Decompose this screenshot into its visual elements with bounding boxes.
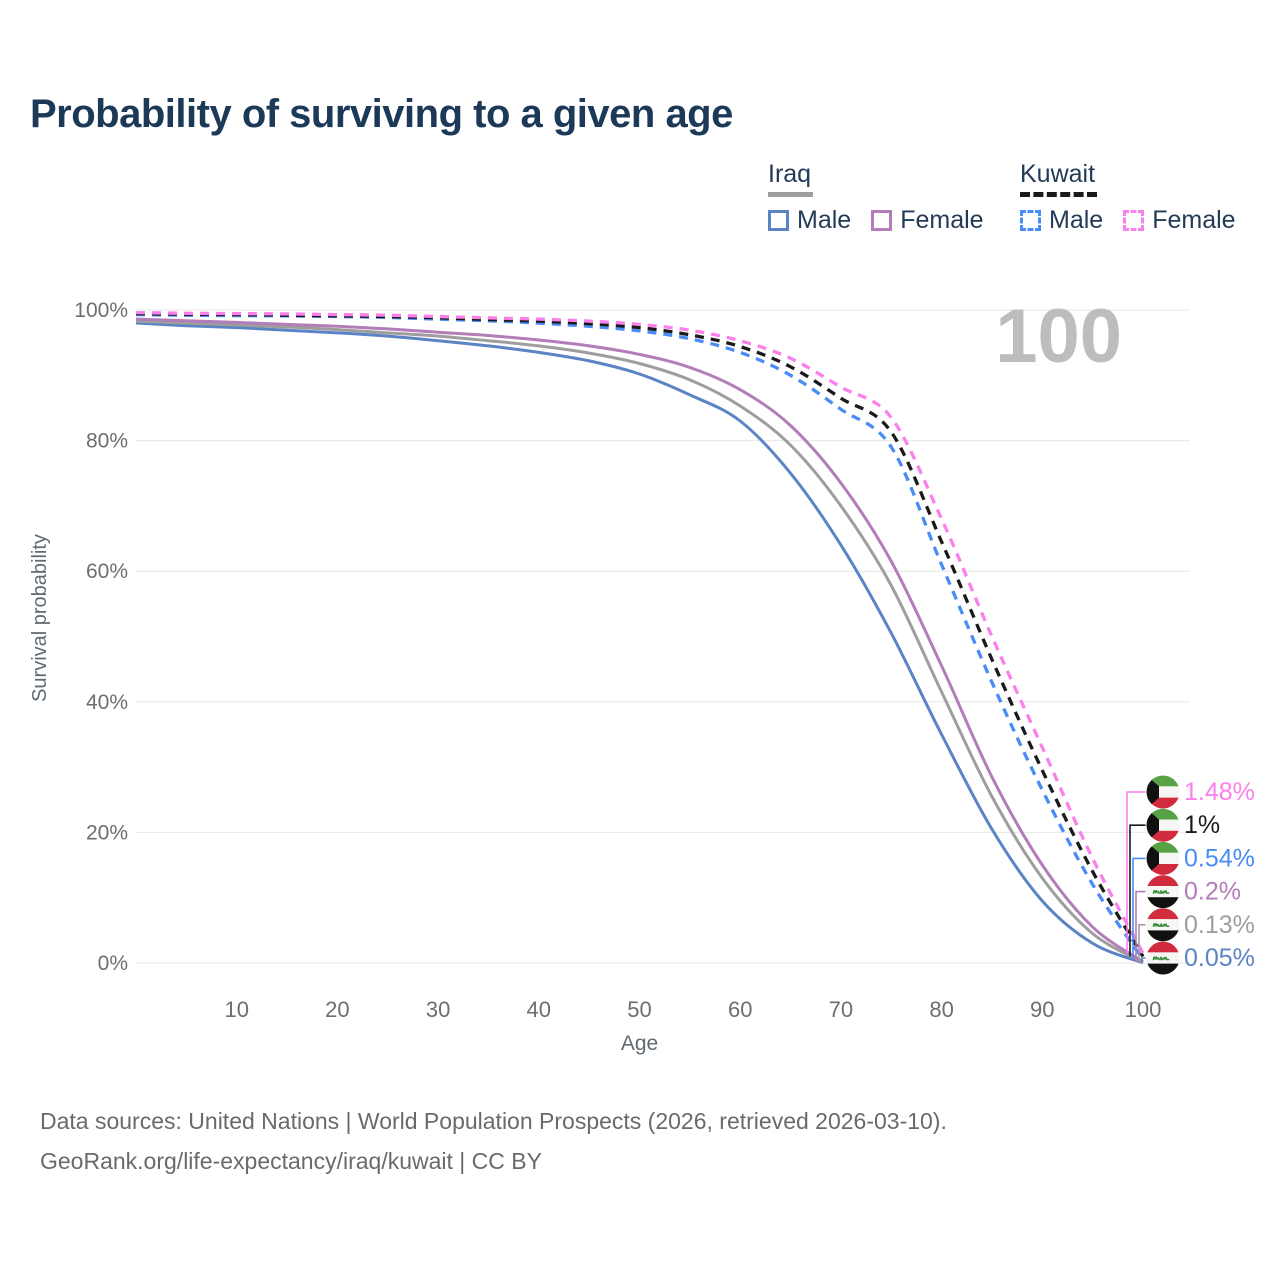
legend-item-label: Male [1049,206,1104,234]
legend-item-label: Female [900,206,984,234]
x-tick-label: 80 [929,997,953,1022]
curve-iraq-both-sexes [135,319,1144,964]
legend-swatch-icon [1020,210,1041,231]
legend-group-kuwait: Kuwait Male Female [1020,160,1236,235]
kuwait-flag-icon [1146,841,1180,875]
iraq-flag-icon [1146,941,1180,975]
legend-item-label: Female [1152,206,1236,234]
legend-item-kuwait-female[interactable]: Female [1123,206,1236,235]
x-axis: 10 20 30 40 50 60 70 80 90 100 Age [224,997,1161,1055]
legend-swatch-icon [768,210,789,231]
age-watermark: 100 [995,294,1122,379]
x-tick-label: 50 [627,997,651,1022]
x-tick-label: 40 [527,997,551,1022]
legend-country-iraq: Iraq [768,160,814,197]
end-value-label: 0.2% [1184,878,1241,906]
y-tick-label: 80% [86,430,128,453]
leader-line [1138,924,1146,963]
legend-item-kuwait-male[interactable]: Male [1020,206,1103,235]
x-tick-label: 10 [224,997,248,1022]
end-value-label: 0.13% [1184,911,1255,939]
legend-swatch-icon [1123,210,1145,231]
curve-iraq-male [135,321,1144,965]
y-tick-label: 60% [86,560,128,583]
leader-line [1126,791,1146,954]
kuwait-flag-icon [1146,808,1180,842]
end-labels: 1.48% 1% 0.54% 0.2% 0.13% 0.05% [1126,775,1255,975]
leader-line [1132,857,1146,960]
iraq-flag-icon [1146,908,1180,942]
legend-swatch-icon [871,210,893,231]
leader-line [1135,890,1146,962]
gridlines: 100% 80% 60% 40% 20% 0% [74,299,1190,975]
chart-title: Probability of surviving to a given age [30,92,733,136]
curves [135,310,1145,965]
legend-item-iraq-female[interactable]: Female [871,206,984,235]
x-tick-label: 100 [1125,997,1162,1022]
legend-item-iraq-male[interactable]: Male [768,206,851,235]
iraq-flag-icon [1146,875,1180,909]
x-tick-label: 20 [325,997,349,1022]
y-axis-title: Survival probability [29,534,51,702]
leader-line [1129,824,1146,957]
x-tick-label: 70 [829,997,853,1022]
end-value-label: 1.48% [1184,778,1255,806]
x-tick-label: 60 [728,997,752,1022]
y-tick-label: 100% [74,299,128,322]
x-tick-label: 30 [426,997,450,1022]
curve-kuwait-male [135,312,1145,961]
legend-country-kuwait: Kuwait [1020,160,1098,197]
y-tick-label: 0% [98,952,128,975]
end-value-label: 0.54% [1184,844,1255,872]
y-tick-label: 20% [86,821,128,844]
attribution-line: GeoRank.org/life-expectancy/iraq/kuwait … [40,1148,542,1174]
curve-iraq-female [135,317,1144,963]
end-value-label: 1% [1184,811,1220,839]
curve-kuwait-female [135,310,1145,955]
legend-item-label: Male [797,206,852,234]
end-value-label: 0.05% [1184,944,1255,972]
x-tick-label: 90 [1030,997,1054,1022]
leader-line [1141,957,1146,963]
legend-group-iraq: Iraq Male Female [768,160,984,235]
kuwait-flag-icon [1146,775,1180,809]
x-axis-title: Age [621,1032,658,1055]
y-tick-label: 40% [86,691,128,714]
data-sources-line: Data sources: United Nations | World Pop… [40,1108,947,1134]
